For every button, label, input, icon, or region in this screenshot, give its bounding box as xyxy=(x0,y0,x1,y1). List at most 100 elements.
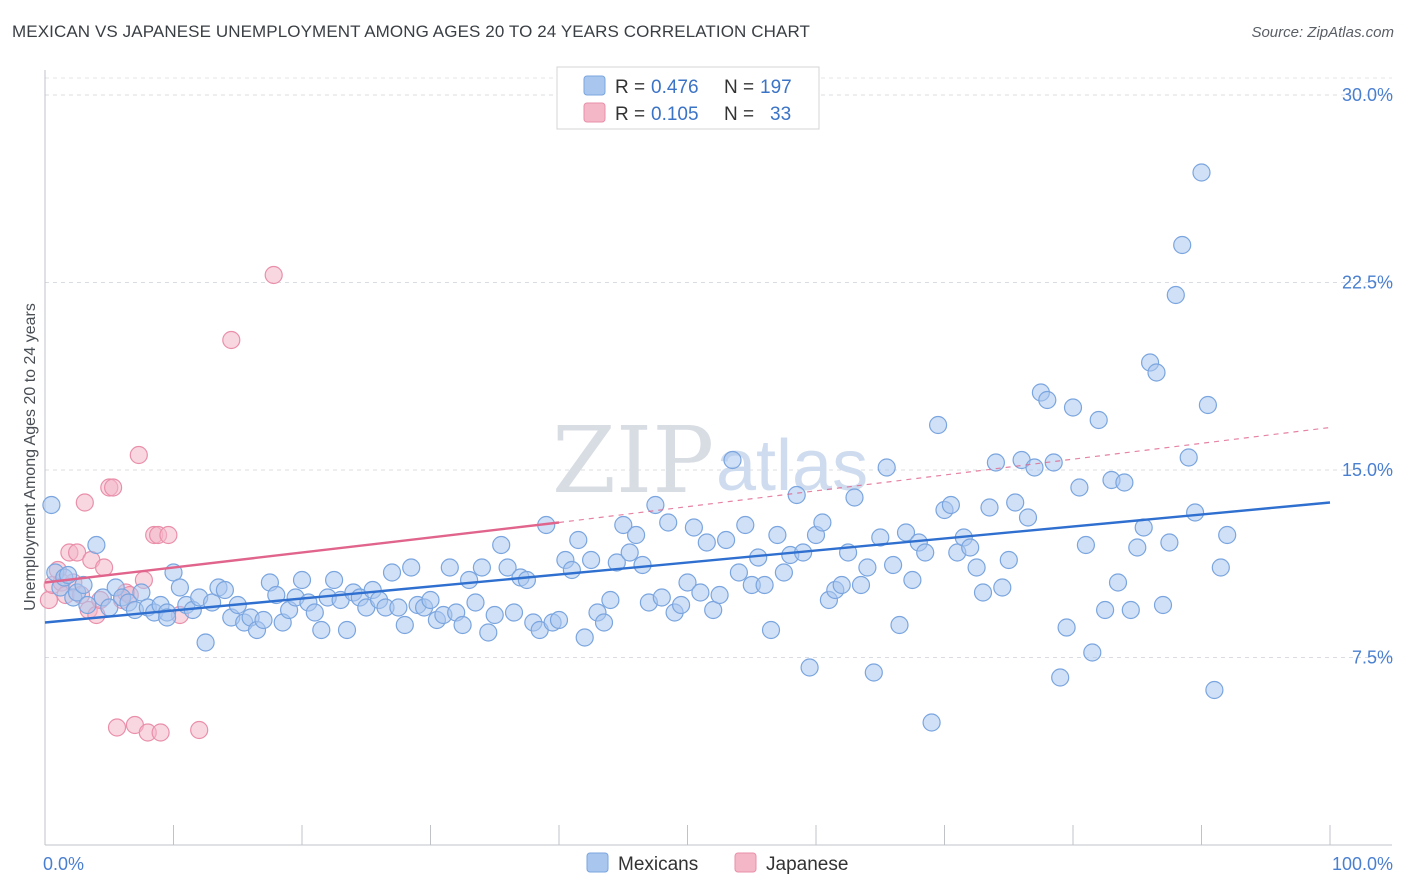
mexicans-point xyxy=(74,575,93,595)
mexicans-point xyxy=(993,578,1012,597)
mexicans-point xyxy=(1211,558,1230,577)
mexicans-point xyxy=(466,593,485,612)
mexicans-point xyxy=(325,570,344,590)
mexicans-point xyxy=(305,603,324,622)
mexicans-point xyxy=(716,530,736,550)
legend-r-label-1: R = xyxy=(615,104,645,125)
mexicans-point xyxy=(460,570,479,590)
mexicans-point xyxy=(78,595,97,615)
mexicans-point xyxy=(479,623,498,642)
japanese-point xyxy=(75,493,94,512)
mexicans-point xyxy=(774,563,794,582)
mexicans-point xyxy=(1166,285,1185,305)
mexicans-point xyxy=(389,598,408,617)
mexicans-point xyxy=(453,615,472,635)
legend-n-value-0: 197 xyxy=(760,77,792,98)
legend-n-label-0: N = xyxy=(724,77,754,98)
mexicans-point xyxy=(916,543,935,562)
y-tick-label-0: 7.5% xyxy=(1352,648,1393,668)
source-label: Source: ZipAtlas.com xyxy=(1251,24,1394,41)
chart-title: MEXICAN VS JAPANESE UNEMPLOYMENT AMONG A… xyxy=(12,22,810,41)
mexicans-point xyxy=(1044,453,1063,472)
mexicans-point xyxy=(691,583,710,602)
mexicans-point xyxy=(485,605,504,625)
mexicans-point xyxy=(646,495,665,515)
legend-swatch-mexicans xyxy=(583,75,606,96)
mexicans-point xyxy=(562,560,582,580)
mexicans-point xyxy=(1076,535,1096,555)
japanese-point xyxy=(103,478,123,497)
mexicans-point xyxy=(402,558,421,577)
mexicans-point xyxy=(800,658,819,677)
mexicans-point xyxy=(549,610,569,630)
mexicans-point xyxy=(215,580,234,600)
mexicans-point xyxy=(678,573,697,592)
mexicans-point xyxy=(1018,508,1038,527)
mexicans-point xyxy=(87,535,106,555)
mexicans-point xyxy=(1115,473,1134,492)
mexicans-point xyxy=(254,610,273,630)
mexicans-point xyxy=(626,525,646,545)
mexicans-point xyxy=(871,528,890,547)
mexicans-point xyxy=(620,543,639,562)
mexicans-point xyxy=(883,555,903,575)
y-tick-label-2: 22.5% xyxy=(1342,273,1393,293)
bottom-legend-japanese: Japanese xyxy=(766,854,848,875)
mexicans-point xyxy=(787,485,806,505)
mexicans-point xyxy=(877,458,896,477)
mexicans-point xyxy=(832,575,851,595)
mexicans-point xyxy=(973,583,993,602)
legend-r-value-0: 0.476 xyxy=(651,77,699,98)
mexicans-point xyxy=(652,588,671,607)
mexicans-point xyxy=(1089,410,1108,430)
mexicans-point xyxy=(729,563,749,582)
mexicans-point xyxy=(736,515,755,535)
mexicans-point xyxy=(504,603,524,622)
mexicans-point xyxy=(382,563,402,582)
bottom-legend-swatch-japanese xyxy=(734,852,757,873)
mexicans-point xyxy=(671,595,691,615)
mexicans-point xyxy=(337,620,357,640)
mexicans-point xyxy=(1057,618,1076,637)
legend-swatch-japanese xyxy=(583,102,606,123)
mexicans-point xyxy=(1121,600,1140,620)
mexicans-point xyxy=(684,518,704,537)
x-tick-label-0: 0.0% xyxy=(43,854,84,874)
mexicans-point xyxy=(575,628,594,647)
mexicans-point xyxy=(1070,478,1089,497)
mexicans-point xyxy=(1038,390,1057,410)
mexican-points xyxy=(42,163,1237,732)
mexicans-point xyxy=(158,608,177,627)
mexicans-point xyxy=(659,513,678,532)
mexicans-point xyxy=(768,525,787,545)
mexicans-point xyxy=(395,615,414,635)
trend-lines xyxy=(44,426,1331,624)
japanese-point xyxy=(94,558,114,577)
mexicans-point xyxy=(1095,600,1115,620)
mexicans-point xyxy=(1108,573,1128,592)
x-tick-label-1: 100.0% xyxy=(1332,854,1393,874)
mexicans-point xyxy=(517,570,537,590)
legend-r-label-0: R = xyxy=(615,77,645,98)
mexicans-point xyxy=(132,583,151,602)
japanese-point xyxy=(67,543,87,562)
mexicans-point xyxy=(704,600,723,620)
y-tick-labels: 7.5% 15.0% 22.5% 30.0% xyxy=(1342,85,1393,668)
mexicans-point xyxy=(845,488,864,507)
japanese-point xyxy=(151,723,170,742)
mexicans-point xyxy=(614,515,633,535)
mexicans-point xyxy=(813,513,832,532)
mexicans-point xyxy=(421,590,440,610)
mexicans-point xyxy=(1153,595,1173,615)
mexicans-point xyxy=(1185,503,1205,522)
mexicans-point xyxy=(922,713,941,732)
mexicans-point xyxy=(1198,395,1218,415)
mexicans-point xyxy=(170,578,189,597)
japanese-points xyxy=(39,265,283,742)
mexicans-point xyxy=(710,585,729,605)
mexicans-point xyxy=(961,538,980,557)
japanese-point xyxy=(222,330,241,350)
mexicans-point xyxy=(986,453,1006,472)
mexicans-point xyxy=(697,533,716,552)
x-tick-labels: 0.0% 100.0% xyxy=(43,854,1393,874)
